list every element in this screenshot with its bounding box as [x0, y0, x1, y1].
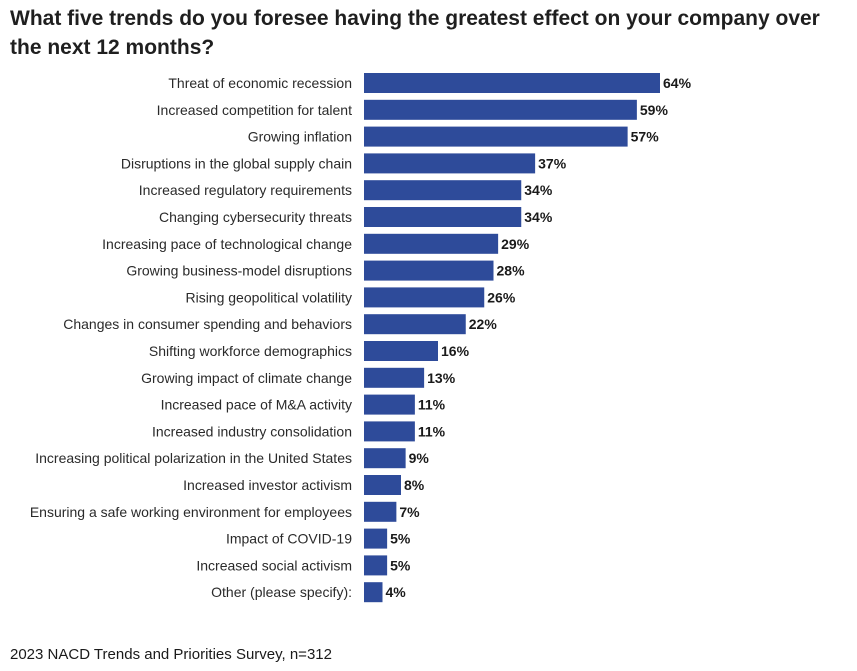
category-label-increasing-political-polarization-in-the-united-states: Increasing political polarization in the… — [35, 450, 352, 466]
bar-chart: Threat of economic recession Increased co… — [30, 73, 692, 603]
bar-increasing-political-polarization-in-the-united-states — [364, 448, 406, 469]
bar-ensuring-a-safe-working-environment-for-employees — [364, 501, 397, 522]
category-label-increased-industry-consolidation: Increased industry consolidation — [152, 423, 352, 439]
value-label-threat-of-economic-recession: 64% — [663, 75, 692, 91]
bar-increasing-pace-of-technological-change — [364, 233, 499, 254]
bar-changing-cybersecurity-threats — [364, 207, 522, 227]
value-label-growing-business-model-disruptions: 28% — [497, 263, 526, 279]
category-label-shifting-workforce-demographics: Shifting workforce demographics — [149, 343, 352, 359]
value-label-increasing-pace-of-technological-change: 29% — [501, 236, 530, 252]
bar-increased-competition-for-talent — [364, 99, 637, 120]
category-label-increased-investor-activism: Increased investor activism — [183, 477, 352, 493]
bar-shifting-workforce-demographics — [364, 341, 438, 361]
category-label-growing-business-model-disruptions: Growing business-model disruptions — [126, 263, 352, 279]
bar-growing-inflation — [364, 126, 628, 147]
category-label-changes-in-consumer-spending-and-behaviors: Changes in consumer spending and behavio… — [63, 316, 352, 332]
value-label-ensuring-a-safe-working-environment-for-employees: 7% — [399, 504, 420, 520]
value-labels-group: 64% 59% 57% 37% 34% 34% 29% 28% 26% 22% 16% 13% 11% 1… — [386, 75, 692, 600]
bar-changes-in-consumer-spending-and-behaviors — [364, 314, 466, 335]
bar-other-please-specify — [364, 582, 383, 603]
chart-title: What five trends do you foresee having t… — [10, 7, 820, 59]
category-label-other-please-specify: Other (please specify): — [211, 584, 352, 600]
bar-increased-social-activism — [364, 555, 388, 576]
category-label-ensuring-a-safe-working-environment-for-employees: Ensuring a safe working environment for … — [30, 504, 352, 520]
bar-increased-industry-consolidation — [364, 421, 415, 442]
value-label-growing-inflation: 57% — [631, 129, 660, 145]
bar-impact-of-covid-19 — [364, 528, 388, 549]
category-label-rising-geopolitical-volatility: Rising geopolitical volatility — [185, 289, 352, 305]
bar-increased-regulatory-requirements — [364, 180, 522, 201]
value-label-increased-social-activism: 5% — [390, 557, 411, 573]
value-label-other-please-specify: 4% — [386, 584, 407, 600]
category-label-changing-cybersecurity-threats: Changing cybersecurity threats — [159, 209, 352, 225]
chart-source-note: 2023 NACD Trends and Priorities Survey, … — [10, 646, 332, 663]
value-label-impact-of-covid-19: 5% — [390, 531, 411, 547]
value-label-shifting-workforce-demographics: 16% — [441, 343, 470, 359]
value-label-changing-cybersecurity-threats: 34% — [524, 209, 553, 225]
value-label-increased-pace-of-m-a-activity: 11% — [418, 397, 446, 413]
category-label-impact-of-covid-19: Impact of COVID-19 — [226, 531, 352, 547]
value-label-growing-impact-of-climate-change: 13% — [427, 370, 456, 386]
value-label-increased-investor-activism: 8% — [404, 477, 425, 493]
bar-growing-business-model-disruptions — [364, 260, 494, 281]
value-label-increased-industry-consolidation: 11% — [418, 423, 446, 439]
category-label-threat-of-economic-recession: Threat of economic recession — [168, 75, 352, 91]
bar-threat-of-economic-recession — [364, 73, 660, 93]
category-label-increased-social-activism: Increased social activism — [196, 557, 352, 573]
value-label-increased-competition-for-talent: 59% — [640, 102, 669, 118]
category-label-increased-competition-for-talent: Increased competition for talent — [157, 102, 352, 118]
category-label-growing-impact-of-climate-change: Growing impact of climate change — [141, 370, 352, 386]
category-labels-group: Threat of economic recession Increased co… — [30, 75, 352, 600]
bar-increased-investor-activism — [364, 475, 401, 495]
category-label-increased-pace-of-m-a-activity: Increased pace of M&A activity — [161, 397, 352, 413]
bar-disruptions-in-the-global-supply-chain — [364, 153, 536, 174]
category-label-increased-regulatory-requirements: Increased regulatory requirements — [139, 182, 352, 198]
bar-growing-impact-of-climate-change — [364, 367, 425, 388]
bar-increased-pace-of-m-a-activity — [364, 394, 415, 415]
bars-group — [364, 73, 660, 603]
category-label-increasing-pace-of-technological-change: Increasing pace of technological change — [102, 236, 352, 252]
value-label-disruptions-in-the-global-supply-chain: 37% — [538, 155, 567, 171]
category-label-disruptions-in-the-global-supply-chain: Disruptions in the global supply chain — [121, 155, 352, 171]
value-label-changes-in-consumer-spending-and-behaviors: 22% — [469, 316, 498, 332]
value-label-increased-regulatory-requirements: 34% — [524, 182, 553, 198]
category-label-growing-inflation: Growing inflation — [248, 129, 352, 145]
value-label-increasing-political-polarization-in-the-united-states: 9% — [409, 450, 430, 466]
bar-rising-geopolitical-volatility — [364, 287, 485, 308]
value-label-rising-geopolitical-volatility: 26% — [487, 289, 516, 305]
